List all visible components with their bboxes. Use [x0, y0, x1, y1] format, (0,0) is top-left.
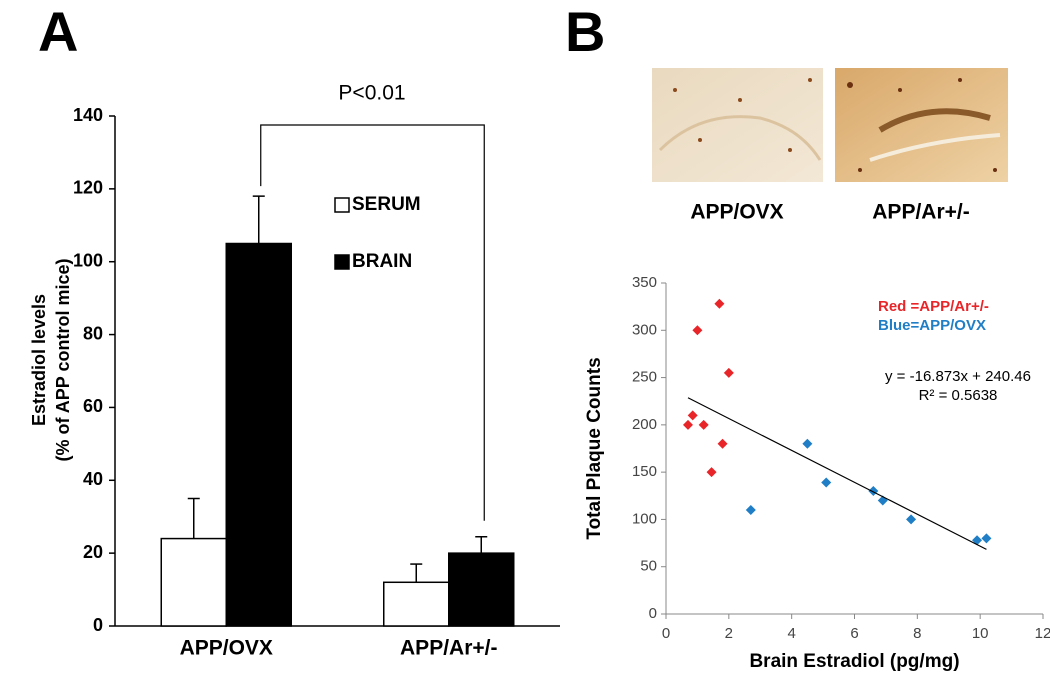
y-tick-label: 0 [649, 605, 657, 622]
legend-label: Red =APP/Ar+/- [878, 298, 989, 315]
x-axis-label: Brain Estradiol (pg/mg) [749, 651, 959, 672]
data-point [698, 419, 709, 430]
x-tick-label: 2 [725, 625, 733, 642]
y-tick-label: 120 [73, 178, 103, 198]
data-point [745, 504, 756, 515]
data-point [906, 514, 917, 525]
y-tick-label: 250 [632, 369, 657, 386]
annotation: P<0.01 [338, 82, 405, 105]
legend-swatch [334, 197, 350, 213]
legend-label: Blue=APP/OVX [878, 317, 986, 334]
trendline-r2: R² = 0.5638 [919, 387, 998, 404]
image-caption: APP/OVX [690, 201, 783, 224]
data-point [717, 438, 728, 449]
y-tick-label: 350 [632, 274, 657, 291]
x-tick-label: 6 [850, 625, 858, 642]
y-tick-label: 40 [83, 469, 103, 489]
micrograph [652, 68, 823, 182]
legend-swatch [334, 254, 350, 270]
y-tick-label: 140 [73, 105, 103, 125]
x-tick-label: 10 [972, 625, 989, 642]
bar [160, 537, 227, 627]
y-tick-label: 100 [73, 250, 103, 270]
x-tick-label: APP/Ar+/- [400, 637, 497, 660]
panel-label: A [38, 0, 78, 63]
data-point [802, 438, 813, 449]
x-tick-label: APP/OVX [180, 637, 273, 660]
data-point [682, 419, 693, 430]
data-point [714, 298, 725, 309]
trendline [687, 397, 987, 550]
legend-label: BRAIN [352, 251, 412, 272]
data-point [868, 486, 879, 497]
micrograph [835, 68, 1008, 182]
y-tick-label: 300 [632, 321, 657, 338]
y-tick-label: 50 [640, 558, 657, 575]
trendline-equation: y = -16.873x + 240.46 [885, 368, 1031, 385]
legend-label: SERUM [352, 194, 421, 215]
x-tick-label: 0 [662, 625, 670, 642]
image-caption: APP/Ar+/- [872, 201, 969, 224]
y-tick-label: 0 [93, 615, 103, 635]
data-point [723, 367, 734, 378]
data-point [981, 533, 992, 544]
bar [225, 242, 292, 627]
x-tick-label: 12 [1035, 625, 1050, 642]
data-point [687, 410, 698, 421]
significance-bracket [260, 124, 485, 521]
y-tick-label: 150 [632, 463, 657, 480]
data-point [821, 477, 832, 488]
y-tick-label: 80 [83, 323, 103, 343]
bar [448, 552, 515, 627]
data-point [692, 325, 703, 336]
y-tick-label: 60 [83, 396, 103, 416]
y-axis-label: Total Plaque Counts [584, 357, 605, 539]
x-tick-label: 8 [913, 625, 921, 642]
y-tick-label: 200 [632, 416, 657, 433]
y-axis-label: Estradiol levels [29, 294, 49, 426]
data-point [972, 535, 983, 546]
bar [383, 581, 450, 627]
y-axis-label: (% of APP control mice) [53, 258, 73, 461]
data-point [706, 467, 717, 478]
panel-label: B [565, 0, 605, 63]
y-tick-label: 100 [632, 510, 657, 527]
x-tick-label: 4 [787, 625, 795, 642]
y-axis-title: Estradiol levels (% of APP control mice) [29, 258, 73, 461]
y-tick-label: 20 [83, 542, 103, 562]
